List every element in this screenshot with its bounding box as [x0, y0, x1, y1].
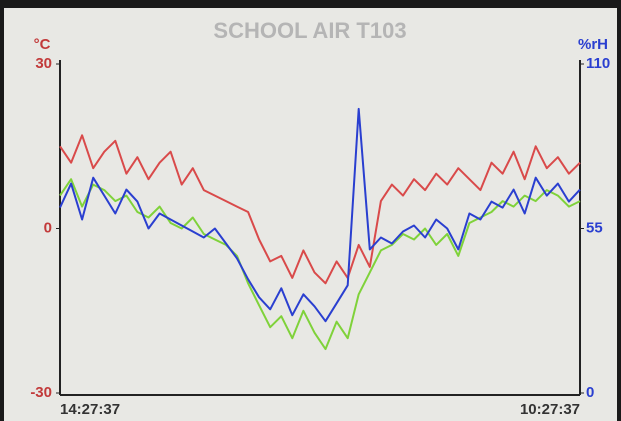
data-line: [59, 178, 581, 351]
y2-axis-label: %rH: [578, 36, 608, 53]
y2-tick-label: 0: [586, 384, 594, 401]
y-tick-label: -30: [30, 384, 52, 401]
y-axis-label: °C: [34, 36, 51, 53]
x-tick-label: 10:27:37: [520, 401, 580, 418]
screen: [4, 8, 617, 421]
y2-tick-label: 110: [586, 55, 610, 72]
data-line: [59, 107, 581, 323]
y2-tick-label: 55: [586, 219, 603, 236]
x-tick-label: 14:27:37: [60, 401, 120, 418]
data-line: [59, 134, 581, 285]
y-tick-label: 0: [44, 219, 52, 236]
chart-title: SCHOOL AIR T103: [213, 18, 406, 43]
y-tick-label: 30: [35, 55, 52, 72]
